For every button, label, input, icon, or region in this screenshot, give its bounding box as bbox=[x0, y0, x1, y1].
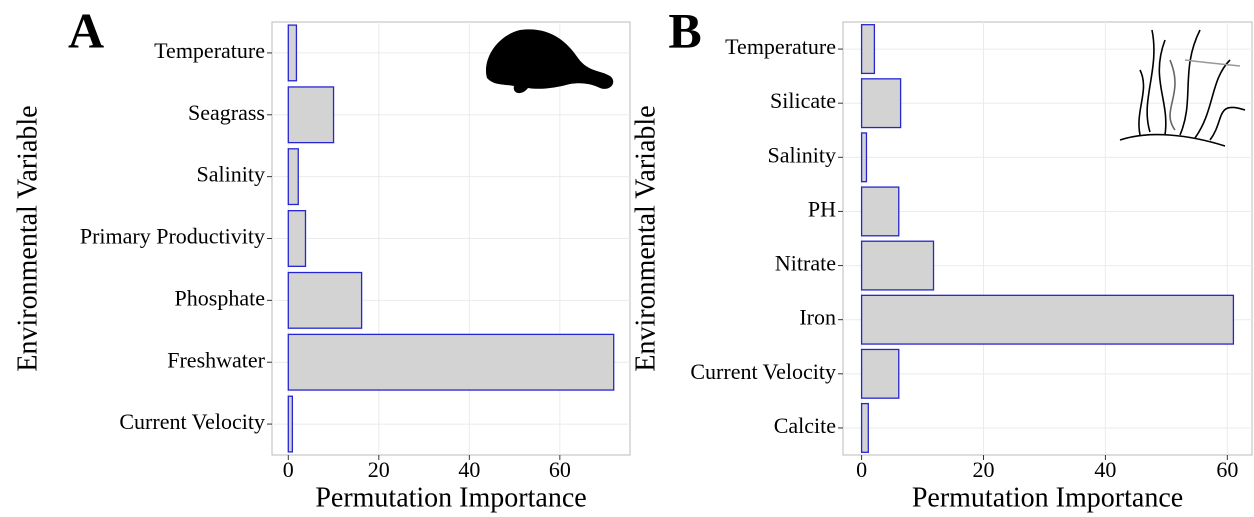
x-axis-title: Permutation Importance bbox=[912, 482, 1183, 513]
y-axis-title: Environmental Variable bbox=[630, 105, 661, 371]
bar bbox=[860, 402, 869, 453]
bar bbox=[287, 210, 307, 267]
bar bbox=[860, 132, 868, 183]
bar bbox=[860, 294, 1235, 345]
y-tick-label: Salinity bbox=[768, 142, 836, 167]
bar bbox=[287, 333, 615, 391]
y-tick-label: Salinity bbox=[197, 162, 265, 187]
y-tick-label: Calcite bbox=[774, 413, 836, 438]
y-tick-label: Current Velocity bbox=[690, 359, 836, 384]
y-tick-label: Temperature bbox=[725, 34, 836, 59]
y-tick-label: Temperature bbox=[154, 38, 265, 63]
bar bbox=[860, 186, 900, 237]
x-tick-label: 0 bbox=[283, 457, 294, 482]
x-tick-label: 20 bbox=[368, 457, 390, 482]
bar bbox=[287, 24, 298, 82]
x-tick-label: 60 bbox=[1216, 457, 1238, 482]
bar bbox=[860, 24, 876, 75]
bar bbox=[860, 78, 902, 129]
y-tick-label: Seagrass bbox=[188, 100, 265, 125]
y-tick-label: Nitrate bbox=[775, 251, 836, 276]
panel: 0 20 40 60 Temperature Seagrass Salinity Primar… bbox=[12, 2, 631, 513]
bar bbox=[287, 86, 335, 144]
y-tick-label: PH bbox=[808, 196, 836, 221]
y-tick-label: Iron bbox=[799, 305, 836, 330]
x-axis-title: Permutation Importance bbox=[315, 482, 586, 513]
panel-label: A bbox=[68, 2, 104, 58]
bar bbox=[287, 395, 294, 453]
y-tick-label: Silicate bbox=[770, 88, 836, 113]
y-axis-title: Environmental Variable bbox=[12, 105, 43, 371]
x-tick-label: 40 bbox=[458, 457, 480, 482]
panel: 0 20 40 60 Temperature Silicate Salinity PH Nitr… bbox=[630, 2, 1253, 513]
x-tick-label: 60 bbox=[549, 457, 571, 482]
y-tick-label: Phosphate bbox=[175, 285, 265, 310]
plot-background bbox=[842, 21, 1253, 456]
x-tick-label: 40 bbox=[1094, 457, 1116, 482]
bar bbox=[860, 240, 935, 291]
y-tick-label: Freshwater bbox=[167, 347, 265, 372]
y-tick-label: Current Velocity bbox=[119, 409, 265, 434]
y-tick-label: Primary Productivity bbox=[80, 224, 265, 249]
x-tick-label: 0 bbox=[856, 457, 867, 482]
x-tick-label: 20 bbox=[972, 457, 994, 482]
seaweed-silhouette bbox=[1119, 29, 1246, 147]
bar bbox=[287, 271, 363, 329]
bar bbox=[860, 348, 900, 399]
manatee-silhouette bbox=[485, 29, 614, 94]
bar bbox=[287, 148, 299, 206]
panel-label: B bbox=[668, 2, 701, 58]
